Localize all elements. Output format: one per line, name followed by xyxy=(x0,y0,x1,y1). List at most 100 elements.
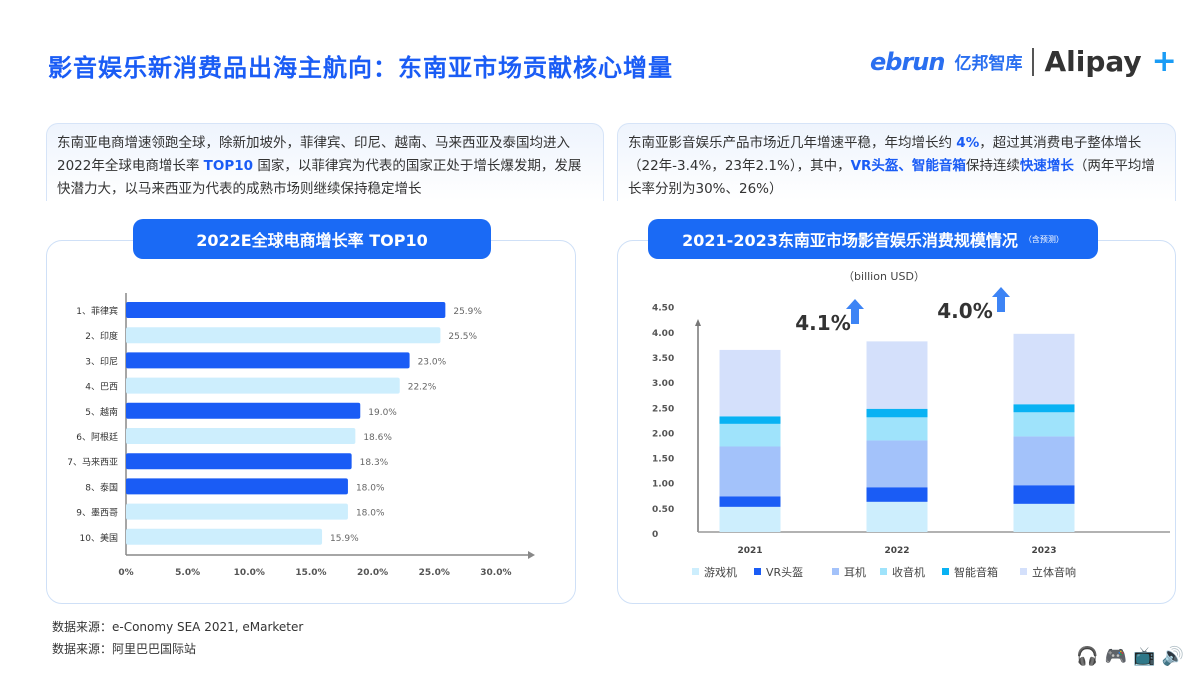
y-tick-label: 0 xyxy=(652,530,658,540)
category-label: 4、巴西 xyxy=(85,382,118,393)
alipay-logo: Alipay xyxy=(1044,45,1142,78)
device-icons-decoration: 🎧🎮📺🔊 xyxy=(1076,646,1190,667)
legend-label: VR头盔 xyxy=(766,565,803,579)
legend-label: 游戏机 xyxy=(704,565,737,579)
summary-text: 国家，以菲律宾为代表的国家正处于增长爆发期，发展快潜力大，以马来西亚为代表的成熟… xyxy=(57,158,582,197)
x-tick-label: 2023 xyxy=(1031,546,1056,556)
summary-text: 东南亚影音娱乐产品市场近几年增速平稳，年均增长约 xyxy=(628,135,957,151)
legend-swatch xyxy=(942,568,949,575)
legend-label: 收音机 xyxy=(892,565,925,579)
y-tick-label: 2.00 xyxy=(652,429,674,439)
data-label: 25.9% xyxy=(453,307,482,317)
stacked-bar-segment xyxy=(866,501,928,532)
y-axis-arrow xyxy=(695,319,701,326)
summary-text: 保持连续 xyxy=(965,158,1020,174)
summary-text: ，超过其消费电子整体增长（22年-3.4%，23年2.1%），其中， xyxy=(628,135,1142,174)
stacked-bar-segment xyxy=(719,446,781,497)
summary-highlight: 4% xyxy=(956,135,980,151)
data-label: 18.0% xyxy=(356,509,385,519)
stacked-bar-segment xyxy=(1013,404,1075,413)
unit-label: （billion USD） xyxy=(843,270,925,283)
growth-annotation: 4.1% xyxy=(795,311,850,335)
legend-label: 耳机 xyxy=(844,565,866,579)
legend-swatch xyxy=(754,568,761,575)
bar xyxy=(126,478,348,495)
x-tick-label: 20.0% xyxy=(357,568,388,578)
legend-label: 智能音箱 xyxy=(954,565,998,579)
data-label: 19.0% xyxy=(368,408,397,418)
y-tick-label: 3.00 xyxy=(652,379,674,389)
stacked-bar-segment xyxy=(1013,333,1075,405)
y-tick-label: 1.50 xyxy=(652,455,674,465)
category-label: 2、印度 xyxy=(85,330,118,342)
summary-text: （两年平均增长率分别为30%、26%） xyxy=(628,158,1155,197)
stacked-bar-segment xyxy=(719,416,781,424)
ebrun-logo: ebrun xyxy=(870,47,945,76)
data-label: 18.6% xyxy=(363,433,392,443)
logo-divider xyxy=(1032,47,1035,76)
data-label: 23.0% xyxy=(418,357,447,367)
chart-subtitle: （含预测） xyxy=(1023,234,1064,244)
y-tick-label: 1.00 xyxy=(652,480,674,490)
stacked-bar-segment xyxy=(1013,436,1075,486)
bar xyxy=(126,352,410,369)
category-label: 10、美国 xyxy=(80,532,118,544)
x-tick-label: 15.0% xyxy=(295,568,326,578)
stacked-bar-segment xyxy=(1013,412,1075,437)
data-label: 25.5% xyxy=(448,332,477,342)
y-tick-label: 2.50 xyxy=(652,404,674,414)
category-label: 7、马来西亚 xyxy=(67,457,118,468)
data-label: 18.3% xyxy=(360,458,389,468)
data-label: 18.0% xyxy=(356,483,385,493)
stacked-bar-segment xyxy=(719,506,781,532)
source-note: 数据来源：阿里巴巴国际站 xyxy=(52,642,197,656)
stacked-bar-segment xyxy=(866,341,928,409)
legend-swatch xyxy=(1020,568,1027,575)
data-label: 15.9% xyxy=(330,534,359,544)
y-tick-label: 0.50 xyxy=(652,505,674,515)
chart-title-text: 2021-2023东南亚市场影音娱乐消费规模情况 xyxy=(682,231,1018,250)
bar xyxy=(126,402,361,419)
bar xyxy=(126,453,352,470)
stacked-bar-segment xyxy=(866,417,928,441)
category-label: 8、泰国 xyxy=(85,481,118,493)
arrow-up-icon xyxy=(992,287,1010,312)
category-label: 3、印尼 xyxy=(85,355,118,367)
stacked-bar-segment xyxy=(866,487,928,502)
category-label: 1、菲律宾 xyxy=(76,305,118,317)
bar xyxy=(126,503,348,520)
brand-logos: ebrun 亿邦智库 Alipay + xyxy=(870,44,1177,79)
x-tick-label: 2021 xyxy=(737,546,762,556)
page-title: 影音娱乐新消费品出海主航向：东南亚市场贡献核心增量 xyxy=(48,54,673,82)
stacked-bar-segment xyxy=(719,423,781,447)
summary-highlight: TOP10 xyxy=(203,158,254,174)
legend-label: 立体音响 xyxy=(1032,565,1076,579)
category-label: 5、越南 xyxy=(85,406,118,418)
y-tick-label: 4.00 xyxy=(652,329,674,339)
left-summary: 东南亚电商增速领跑全球，除新加坡外，菲律宾、印尼、越南、马来西亚及泰国均进入20… xyxy=(46,123,604,201)
left-chart-title: 2022E全球电商增长率 TOP10 xyxy=(133,219,491,259)
right-chart-title: 2021-2023东南亚市场影音娱乐消费规模情况 （含预测） xyxy=(648,219,1098,259)
bar xyxy=(126,428,356,444)
category-label: 6、阿根廷 xyxy=(76,431,118,443)
x-axis-arrow xyxy=(528,551,535,559)
x-tick-label: 10.0% xyxy=(234,568,265,578)
y-tick-label: 3.50 xyxy=(652,354,674,364)
summary-text: 东南亚电商增速领跑全球，除新加坡外，菲律宾、印尼、越南、马来西亚及泰国均进入20… xyxy=(57,135,570,174)
stacked-bar-segment xyxy=(866,440,928,488)
legend-swatch xyxy=(692,568,699,575)
source-note: 数据来源：e-Conomy SEA 2021, eMarketer xyxy=(52,620,304,634)
growth-annotation: 4.0% xyxy=(937,299,992,323)
stacked-bar-segment xyxy=(719,496,781,507)
right-summary: 东南亚影音娱乐产品市场近几年增速平稳，年均增长约 4%，超过其消费电子整体增长（… xyxy=(617,123,1176,201)
stacked-bar-segment xyxy=(719,349,781,417)
x-tick-label: 25.0% xyxy=(419,568,450,578)
stacked-bar-segment xyxy=(866,408,928,418)
x-tick-label: 0% xyxy=(118,568,133,578)
ebrun-logo-cn: 亿邦智库 xyxy=(954,54,1023,74)
stacked-bar-segment xyxy=(1013,485,1075,504)
stacked-bar-segment xyxy=(1013,503,1075,532)
x-tick-label: 5.0% xyxy=(175,568,200,578)
summary-highlight: VR头盔、智能音箱 xyxy=(850,158,966,174)
